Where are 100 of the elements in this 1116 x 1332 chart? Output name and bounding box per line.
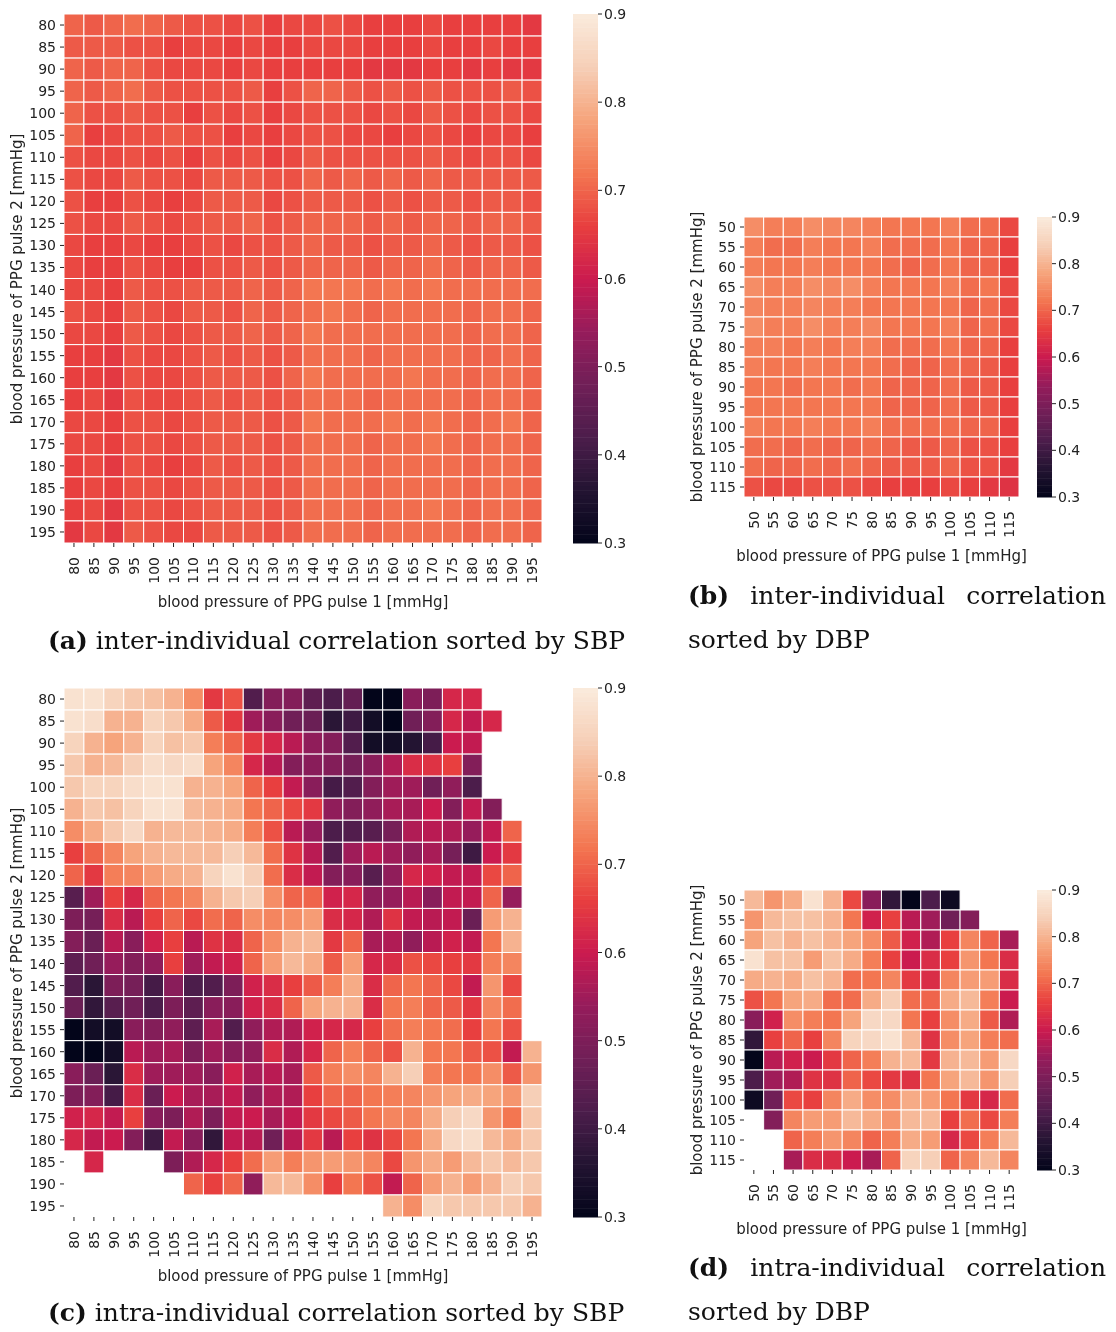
x-tick-label: 195	[524, 557, 541, 584]
y-tick-label: 95	[38, 83, 56, 100]
y-tick-label: 95	[718, 1072, 736, 1088]
y-tick-label: 150	[29, 325, 56, 342]
y-tick-label: 135	[29, 933, 56, 950]
y-tick-label: 95	[38, 757, 56, 774]
color-bar-label: 0.8	[604, 94, 627, 111]
y-tick-label: 65	[718, 279, 736, 295]
x-tick-label: 50	[745, 511, 762, 529]
x-tick-label: 95	[922, 511, 939, 529]
y-tick-label: 115	[29, 171, 56, 188]
color-bar-label: 0.4	[604, 1120, 627, 1137]
x-axis-title: blood pressure of PPG pulse 1 [mmHg]	[157, 1267, 449, 1285]
y-tick-label: 180	[29, 1131, 56, 1148]
color-bar-label: 0.6	[604, 270, 627, 287]
x-tick-label: 105	[961, 1184, 978, 1211]
y-tick-label: 160	[29, 1043, 56, 1060]
color-bar-label: 0.3	[604, 535, 627, 551]
y-tick-label: 75	[718, 992, 736, 1008]
x-tick-label: 115	[1001, 511, 1018, 538]
y-tick-label: 165	[29, 1065, 56, 1082]
x-tick-label: 50	[745, 1184, 762, 1202]
text: (a) inter-individual correlation sorted by SBP	[48, 626, 626, 655]
x-tick-label: 95	[922, 1184, 939, 1202]
x-tick-label: 150	[344, 557, 361, 584]
x-tick-label: 165	[404, 1231, 421, 1258]
x-tick-label: 110	[981, 511, 998, 538]
y-tick-label: 70	[718, 299, 736, 315]
x-tick-label: 95	[125, 557, 142, 575]
x-tick-label: 155	[364, 1231, 381, 1258]
x-tick-label: 90	[105, 557, 122, 575]
x-tick-label: 70	[824, 511, 841, 529]
color-bar-label: 0.9	[604, 6, 627, 22]
x-tick-label: 180	[464, 1231, 481, 1258]
x-tick-label: 80	[863, 1184, 880, 1202]
color-bar-label: 0.7	[604, 856, 627, 873]
y-axis-title: blood pressure of PPG pulse 2 [mmHg]	[688, 884, 706, 1176]
color-bar-label: 0.5	[1058, 395, 1081, 412]
y-tick-label: 85	[38, 713, 56, 730]
color-bar-label: 0.8	[1058, 255, 1081, 272]
x-tick-label: 160	[384, 1231, 401, 1258]
x-tick-label: 150	[344, 1231, 361, 1258]
x-tick-label: 95	[125, 1231, 142, 1249]
x-tick-label: 175	[444, 1231, 461, 1258]
y-tick-label: 90	[38, 735, 56, 752]
x-tick-label: 190	[504, 557, 521, 584]
x-tick-label: 85	[883, 511, 900, 529]
color-bar-label: 0.9	[1058, 209, 1081, 225]
x-tick-label: 190	[504, 1231, 521, 1258]
y-tick-label: 115	[709, 479, 736, 495]
color-bar-label: 0.9	[1058, 882, 1081, 898]
color-bar-label: 0.6	[1058, 1022, 1081, 1038]
x-tick-label: 145	[324, 557, 341, 584]
x-tick-label: 170	[424, 557, 441, 584]
y-tick-label: 130	[29, 911, 56, 928]
x-tick-label: 110	[185, 1231, 202, 1258]
y-tick-label: 160	[29, 369, 56, 386]
x-tick-label: 65	[804, 1184, 821, 1202]
y-tick-label: 80	[38, 691, 56, 708]
x-tick-label: 100	[942, 1184, 959, 1211]
x-tick-label: 135	[285, 557, 302, 584]
x-tick-label: 145	[324, 1231, 341, 1258]
y-tick-label: 125	[29, 889, 56, 906]
y-tick-label: 85	[38, 39, 56, 56]
x-tick-label: 195	[524, 1231, 541, 1258]
x-axis-title: blood pressure of PPG pulse 1 [mmHg]	[157, 593, 449, 611]
color-bar-label: 0.4	[1058, 442, 1081, 459]
color-bar-label: 0.7	[1058, 975, 1081, 992]
y-tick-label: 50	[718, 892, 736, 908]
x-tick-label: 160	[384, 557, 401, 584]
x-tick-label: 130	[265, 557, 282, 584]
color-bar-label: 0.9	[604, 680, 627, 696]
y-tick-label: 110	[29, 823, 56, 840]
x-tick-label: 85	[85, 1231, 102, 1249]
x-tick-label: 115	[1001, 1184, 1018, 1211]
x-tick-label: 120	[225, 1231, 242, 1258]
x-tick-label: 60	[785, 1184, 802, 1202]
x-tick-label: 100	[942, 511, 959, 538]
x-tick-label: 80	[65, 1231, 82, 1249]
color-bar-label: 0.6	[604, 944, 627, 961]
y-tick-label: 80	[718, 1012, 736, 1028]
x-tick-label: 180	[464, 557, 481, 584]
color-bar-label: 0.3	[604, 1209, 627, 1225]
x-tick-label: 55	[765, 511, 782, 529]
y-tick-label: 60	[718, 932, 736, 948]
x-tick-label: 85	[85, 557, 102, 575]
x-tick-label: 185	[484, 557, 501, 584]
y-tick-label: 115	[29, 845, 56, 862]
x-tick-label: 115	[205, 1231, 222, 1258]
y-tick-label: 105	[29, 801, 56, 818]
x-tick-label: 165	[404, 557, 421, 584]
y-tick-label: 80	[38, 17, 56, 34]
y-axis-title: blood pressure of PPG pulse 2 [mmHg]	[8, 807, 26, 1098]
x-tick-label: 100	[145, 1231, 162, 1258]
y-tick-label: 170	[29, 413, 56, 430]
text: (b) inter-individual correlation sorted by DBP	[688, 581, 1106, 654]
x-tick-label: 185	[484, 1231, 501, 1258]
y-tick-label: 145	[29, 977, 56, 994]
y-tick-label: 140	[29, 281, 56, 298]
y-tick-label: 85	[718, 1032, 736, 1048]
